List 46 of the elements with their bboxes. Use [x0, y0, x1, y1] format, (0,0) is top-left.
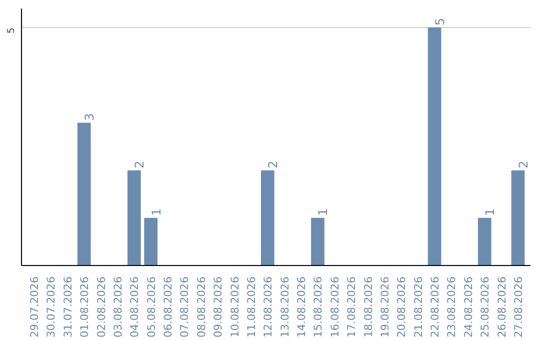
bar: [77, 122, 91, 266]
x-tick-label: 06.08.2026: [162, 276, 175, 338]
x-tick-label: 12.08.2026: [262, 276, 275, 338]
x-tick-label: 19.08.2026: [378, 276, 392, 338]
data-label: 2: [266, 160, 280, 168]
x-tick-label: 25.08.2026: [478, 276, 492, 338]
bar: [478, 218, 492, 266]
bar: [260, 170, 274, 266]
data-label: 1: [483, 208, 498, 216]
x-tick-label: 21.08.2026: [412, 276, 425, 338]
bar: [144, 218, 158, 266]
x-tick-label: 22.08.2026: [428, 276, 442, 338]
bar: [511, 170, 525, 266]
x-tick-label: 26.08.2026: [495, 276, 508, 338]
x-tick-label: 11.08.2026: [244, 276, 258, 338]
x-tick-label: 04.08.2026: [128, 276, 142, 338]
bar: [127, 170, 141, 266]
x-tick-label: 23.08.2026: [445, 276, 458, 338]
x-tick-label: 03.08.2026: [111, 276, 124, 338]
x-tick-label: 17.08.2026: [345, 276, 358, 338]
data-label: 1: [149, 208, 164, 216]
x-tick-label: 01.08.2026: [78, 276, 92, 338]
x-tick-label: 29.07.2026: [28, 276, 42, 338]
x-tick-label: 15.08.2026: [312, 276, 325, 338]
data-label: 1: [316, 208, 330, 216]
x-tick-label: 14.08.2026: [295, 276, 308, 338]
x-tick-label: 20.08.2026: [395, 276, 408, 338]
data-label: 5: [433, 18, 448, 26]
x-tick-label: 18.08.2026: [362, 276, 375, 338]
x-tick-label: 05.08.2026: [144, 276, 158, 338]
x-tick-label: 09.08.2026: [212, 276, 225, 338]
x-tick-label: 02.08.2026: [94, 276, 108, 338]
x-tick-label: 24.08.2026: [462, 276, 475, 338]
x-tick-label: 31.07.2026: [61, 276, 74, 338]
bar: [428, 28, 442, 266]
x-tick-label: 16.08.2026: [328, 276, 342, 338]
bar: [311, 218, 324, 266]
x-tick-label: 27.08.2026: [512, 276, 525, 338]
data-label: 3: [82, 113, 97, 121]
x-tick-label: 30.07.2026: [44, 276, 58, 338]
data-label: 2: [132, 160, 147, 168]
x-tick-label: 10.08.2026: [228, 276, 242, 338]
data-label: 2: [516, 160, 530, 168]
x-tick-label: 07.08.2026: [178, 276, 192, 338]
x-tick-label: 13.08.2026: [278, 276, 292, 338]
x-tick-label: 08.08.2026: [194, 276, 208, 338]
